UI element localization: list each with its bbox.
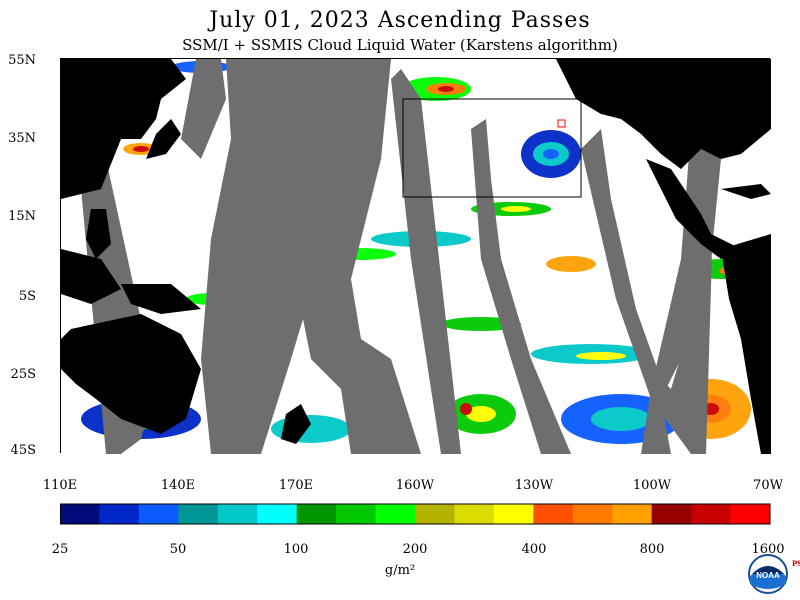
colorbar-swatch (651, 504, 692, 524)
cloud-liquid-water-map (60, 58, 771, 454)
colorbar-label: 200 (402, 542, 428, 557)
lat-label-25s: 25S (10, 367, 36, 382)
lat-label-15n: 15N (8, 209, 36, 224)
psl-label: PSL (792, 559, 800, 568)
small-marker-box (557, 119, 566, 128)
map-title: July 01, 2023 Ascending Passes (209, 8, 591, 33)
colorbar-swatch (691, 504, 732, 524)
colorbar-label: 400 (521, 542, 547, 557)
lon-label-160w: 160W (395, 478, 435, 493)
colorbar-swatch (375, 504, 416, 524)
lon-label-130w: 130W (514, 478, 554, 493)
colorbar-label: 1600 (751, 542, 785, 557)
lat-label-35n: 35N (8, 131, 36, 146)
colorbar-swatch (533, 504, 574, 524)
colorbar-swatch (730, 504, 771, 524)
colorbar-units: g/m² (384, 563, 416, 578)
land-masses (61, 59, 771, 454)
colorbar-swatch (415, 504, 455, 524)
lon-label-110e: 110E (42, 478, 78, 493)
region-box-outline (402, 98, 582, 198)
colorbar-border (60, 503, 771, 525)
noaa-logo-text: NOAA (756, 571, 780, 580)
colorbar (60, 503, 771, 525)
lon-label-170e: 170E (278, 478, 314, 493)
colorbar-swatch (296, 504, 337, 524)
lon-label-100w: 100W (632, 478, 672, 493)
lat-label-55n: 55N (8, 53, 36, 68)
colorbar-swatch (217, 504, 258, 524)
colorbar-swatch (178, 504, 219, 524)
colorbar-swatch (612, 504, 653, 524)
colorbar-swatch (454, 504, 495, 524)
colorbar-swatch (99, 504, 140, 524)
lat-label-5s: 5S (18, 289, 36, 304)
colorbar-label: 800 (639, 542, 665, 557)
colorbar-swatch (257, 504, 298, 524)
lon-label-70w: 70W (753, 478, 783, 493)
lat-label-45s: 45S (10, 443, 36, 458)
colorbar-swatch (493, 504, 534, 524)
colorbar-label: 50 (169, 542, 187, 557)
noaa-logo: NOAA (748, 554, 788, 594)
colorbar-swatch (138, 504, 179, 524)
map-subtitle: SSM/I + SSMIS Cloud Liquid Water (Karste… (182, 36, 618, 54)
colorbar-swatch (60, 504, 100, 524)
colorbar-swatch (336, 504, 377, 524)
colorbar-swatch (572, 504, 613, 524)
colorbar-label: 25 (51, 542, 69, 557)
lon-label-140e: 140E (160, 478, 196, 493)
colorbar-label: 100 (283, 542, 309, 557)
map-canvas (61, 59, 771, 454)
